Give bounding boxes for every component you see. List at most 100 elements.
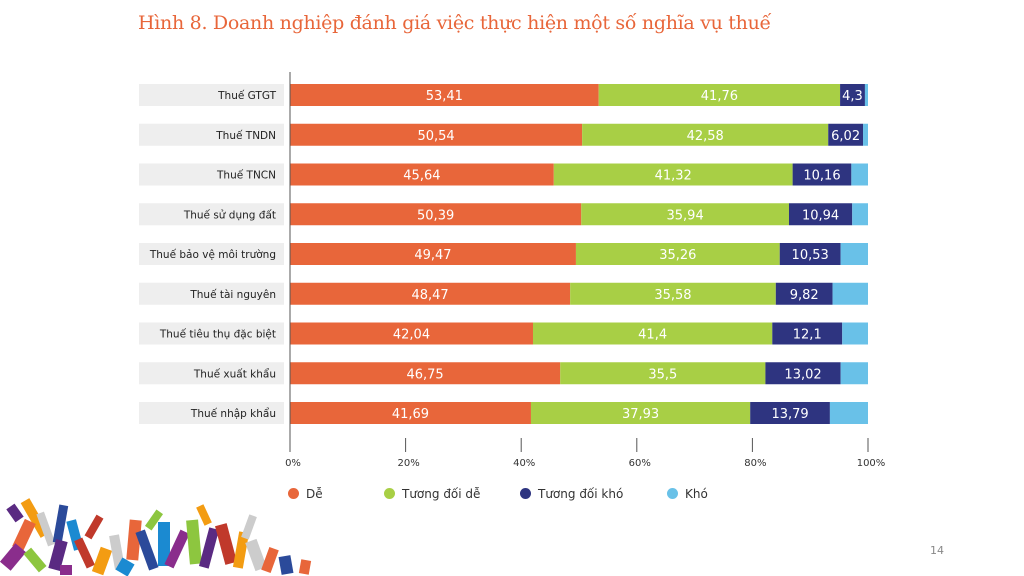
bar-segment (864, 84, 868, 106)
bar-segment (290, 322, 533, 345)
legend-item-tuong-doi-de: Tương đối dễ (384, 487, 480, 501)
x-tick-label: 20% (397, 458, 419, 469)
x-tick-label: 60% (629, 458, 651, 469)
data-label: 50,39 (417, 208, 454, 223)
data-label: 49,47 (414, 248, 451, 263)
bar-segment (290, 243, 576, 265)
category-label: Thuế sử dụng đất (183, 209, 276, 221)
category-label: Thuế tiêu thụ đặc biệt (159, 329, 276, 341)
bar-segment (840, 362, 868, 385)
category-label-bg (139, 402, 284, 424)
decorative-shape (135, 529, 159, 571)
bar-segment (530, 402, 751, 424)
decorative-shape (215, 523, 237, 565)
decorative-shape (186, 519, 202, 565)
data-label: 50,54 (417, 129, 454, 144)
bar-segment (290, 402, 531, 424)
chart-title: Hình 8. Doanh nghiệp đánh giá việc thực … (138, 12, 771, 34)
data-label: 12,1 (793, 328, 822, 343)
decorative-shape (84, 514, 104, 540)
decorative-shape (23, 547, 47, 573)
decorative-shape (126, 519, 142, 561)
x-tick-label: 100% (857, 458, 886, 469)
legend-item-de: Dễ (288, 487, 323, 501)
bar-segment (775, 282, 833, 305)
data-label: 41,4 (638, 328, 667, 343)
legend-item-tuong-doi-kho: Tương đối khó (520, 487, 623, 501)
decorative-shape (232, 531, 250, 569)
bar-segment (560, 362, 766, 385)
category-label-bg (139, 163, 284, 186)
bar-segment (290, 203, 582, 226)
data-label: 13,02 (784, 367, 821, 382)
legend-swatch-tuong-doi-kho (520, 488, 531, 499)
category-label: Thuế bảo vệ môi trường (149, 249, 276, 261)
bar-segment (840, 84, 865, 106)
decorative-shape (164, 529, 190, 569)
bar-segment (290, 84, 599, 106)
bar-segment (829, 402, 868, 424)
legend-item-kho: Khó (667, 487, 708, 501)
decorative-shape (12, 518, 36, 552)
category-label: Thuế TNDN (215, 130, 276, 142)
data-label: 41,32 (655, 169, 692, 184)
decorative-shape (298, 559, 312, 575)
legend-label-tuong-doi-de: Tương đối dễ (402, 487, 481, 501)
category-label-bg (139, 282, 284, 305)
bar-segment (765, 362, 841, 385)
bar-segment (290, 123, 583, 146)
category-label: Thuế tài nguyên (189, 289, 276, 301)
bar-segment (852, 203, 868, 226)
bar-segment (792, 163, 852, 186)
bar-segment (290, 282, 571, 305)
decorative-shape (158, 522, 170, 566)
bar-segment (575, 243, 780, 265)
decorative-shape (48, 538, 68, 572)
decorative-shape (241, 514, 257, 540)
decorative-shape (144, 509, 164, 531)
data-label: 4,3 (842, 89, 863, 104)
data-label: 10,94 (802, 208, 839, 223)
bar-segment (788, 203, 853, 226)
category-label-bg (139, 243, 284, 265)
category-label-bg (139, 203, 284, 226)
x-tick-label: 0% (285, 458, 301, 469)
category-label-bg (139, 123, 284, 146)
x-tick-label: 80% (744, 458, 766, 469)
bar-segment (581, 203, 789, 226)
legend-swatch-de (288, 488, 299, 499)
bar-segment (840, 243, 868, 265)
data-label: 37,93 (622, 407, 659, 422)
bar-segment (832, 282, 868, 305)
bar-segment (532, 322, 773, 345)
data-label: 45,64 (403, 169, 440, 184)
bar-segment (290, 362, 561, 385)
data-label: 35,5 (648, 367, 677, 382)
legend-swatch-kho (667, 488, 678, 499)
bar-segment (598, 84, 841, 106)
data-label: 42,58 (687, 129, 724, 144)
data-label: 41,69 (392, 407, 429, 422)
page-number: 14 (930, 544, 944, 557)
decorative-pattern (0, 498, 312, 576)
decorative-shape (36, 511, 56, 547)
data-label: 10,53 (792, 248, 829, 263)
bar-segment (750, 402, 830, 424)
data-label: 9,82 (790, 288, 819, 303)
bar-segment (828, 123, 864, 146)
category-label: Thuế GTGT (217, 90, 276, 102)
decorative-shape (196, 504, 212, 526)
data-label: 35,58 (654, 288, 691, 303)
decorative-shape (52, 504, 69, 544)
data-label: 53,41 (426, 89, 463, 104)
data-label: 6,02 (831, 129, 860, 144)
x-tick-label: 40% (513, 458, 535, 469)
bar-segment (570, 282, 776, 305)
decorative-shape (6, 503, 24, 523)
category-label-bg (139, 362, 284, 385)
data-label: 48,47 (411, 288, 448, 303)
data-label: 46,75 (406, 367, 443, 382)
category-label-bg (139, 322, 284, 345)
bar-segment (842, 322, 868, 345)
